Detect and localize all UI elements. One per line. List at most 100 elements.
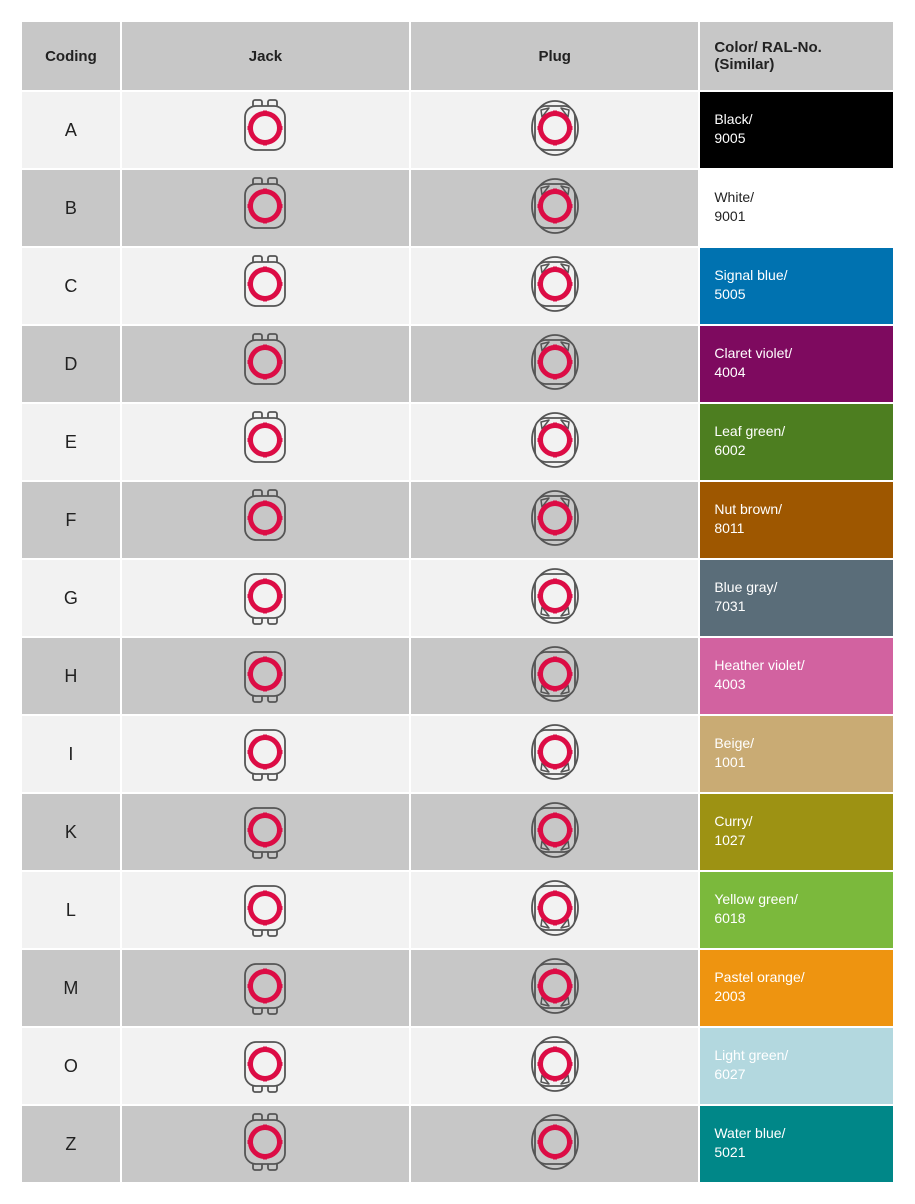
coding-letter: H [64, 666, 77, 686]
cell-coding: A [21, 91, 121, 169]
jack-connector-icon [237, 408, 293, 472]
color-swatch: Blue gray/ 7031 [700, 560, 893, 636]
plug-connector-icon [527, 642, 583, 706]
header-jack: Jack [121, 21, 410, 91]
color-swatch: Heather violet/ 4003 [700, 638, 893, 714]
plug-connector-icon [527, 798, 583, 862]
jack-connector-icon [237, 174, 293, 238]
ral-number: 5021 [714, 1144, 745, 1160]
cell-color: Leaf green/ 6002 [699, 403, 894, 481]
jack-connector-icon [237, 876, 293, 940]
cell-jack [121, 325, 410, 403]
color-name: Water blue/ [714, 1125, 785, 1141]
cell-plug [410, 91, 699, 169]
header-color-line2: (Similar) [714, 56, 774, 73]
ral-number: 6002 [714, 442, 745, 458]
cell-jack [121, 793, 410, 871]
cell-coding: C [21, 247, 121, 325]
cell-plug [410, 169, 699, 247]
cell-jack [121, 91, 410, 169]
cell-jack [121, 403, 410, 481]
color-swatch: Beige/ 1001 [700, 716, 893, 792]
ral-number: 7031 [714, 598, 745, 614]
jack-connector-icon [237, 330, 293, 394]
coding-letter: F [65, 510, 76, 530]
coding-letter: Z [65, 1134, 76, 1154]
cell-coding: H [21, 637, 121, 715]
cell-jack [121, 1105, 410, 1183]
ral-number: 5005 [714, 286, 745, 302]
table-row: A Black/ 9005 [21, 91, 894, 169]
cell-color: Heather violet/ 4003 [699, 637, 894, 715]
cell-jack [121, 247, 410, 325]
color-swatch: Nut brown/ 8011 [700, 482, 893, 558]
cell-color: Yellow green/ 6018 [699, 871, 894, 949]
coding-letter: D [64, 354, 77, 374]
cell-color: Pastel orange/ 2003 [699, 949, 894, 1027]
cell-plug [410, 247, 699, 325]
plug-connector-icon [527, 1110, 583, 1174]
cell-jack [121, 481, 410, 559]
jack-connector-icon [237, 1032, 293, 1096]
coding-table: Coding Jack Plug Color/ RAL-No. (Similar… [20, 20, 895, 1184]
cell-color: Signal blue/ 5005 [699, 247, 894, 325]
color-swatch: White/ 9001 [700, 170, 893, 246]
ral-number: 9005 [714, 130, 745, 146]
table-row: H Heather violet/ 4003 [21, 637, 894, 715]
cell-coding: K [21, 793, 121, 871]
ral-number: 2003 [714, 988, 745, 1004]
color-name: Black/ [714, 111, 752, 127]
table-row: O Light green/ 6027 [21, 1027, 894, 1105]
color-swatch: Black/ 9005 [700, 92, 893, 168]
color-name: Yellow green/ [714, 891, 798, 907]
coding-letter: A [65, 120, 77, 140]
table-row: D Claret violet/ 4004 [21, 325, 894, 403]
jack-connector-icon [237, 252, 293, 316]
cell-coding: B [21, 169, 121, 247]
table-row: F Nut brown/ 8011 [21, 481, 894, 559]
table-row: M Pastel orange/ 2003 [21, 949, 894, 1027]
jack-connector-icon [237, 954, 293, 1018]
cell-jack [121, 559, 410, 637]
jack-connector-icon [237, 642, 293, 706]
table-row: C Signal blue/ 5005 [21, 247, 894, 325]
table-row: Z Water blue/ 5021 [21, 1105, 894, 1183]
cell-coding: F [21, 481, 121, 559]
header-coding: Coding [21, 21, 121, 91]
table-header-row: Coding Jack Plug Color/ RAL-No. (Similar… [21, 21, 894, 91]
plug-connector-icon [527, 954, 583, 1018]
coding-letter: E [65, 432, 77, 452]
ral-number: 6027 [714, 1066, 745, 1082]
plug-connector-icon [527, 408, 583, 472]
cell-jack [121, 637, 410, 715]
color-name: Claret violet/ [714, 345, 792, 361]
ral-number: 1001 [714, 754, 745, 770]
cell-plug [410, 403, 699, 481]
plug-connector-icon [527, 252, 583, 316]
table-row: B White/ 9001 [21, 169, 894, 247]
cell-plug [410, 559, 699, 637]
cell-coding: Z [21, 1105, 121, 1183]
plug-connector-icon [527, 330, 583, 394]
jack-connector-icon [237, 1110, 293, 1174]
color-name: Nut brown/ [714, 501, 782, 517]
color-swatch: Leaf green/ 6002 [700, 404, 893, 480]
cell-color: Curry/ 1027 [699, 793, 894, 871]
cell-jack [121, 871, 410, 949]
color-swatch: Pastel orange/ 2003 [700, 950, 893, 1026]
color-name: Blue gray/ [714, 579, 777, 595]
cell-color: Claret violet/ 4004 [699, 325, 894, 403]
color-name: Light green/ [714, 1047, 788, 1063]
cell-color: Beige/ 1001 [699, 715, 894, 793]
cell-coding: O [21, 1027, 121, 1105]
color-swatch: Water blue/ 5021 [700, 1106, 893, 1182]
jack-connector-icon [237, 96, 293, 160]
coding-letter: M [63, 978, 78, 998]
cell-color: Blue gray/ 7031 [699, 559, 894, 637]
cell-plug [410, 949, 699, 1027]
color-name: Leaf green/ [714, 423, 785, 439]
plug-connector-icon [527, 876, 583, 940]
header-color-line1: Color/ RAL-No. [714, 39, 821, 56]
plug-connector-icon [527, 1032, 583, 1096]
coding-letter: I [68, 744, 73, 764]
